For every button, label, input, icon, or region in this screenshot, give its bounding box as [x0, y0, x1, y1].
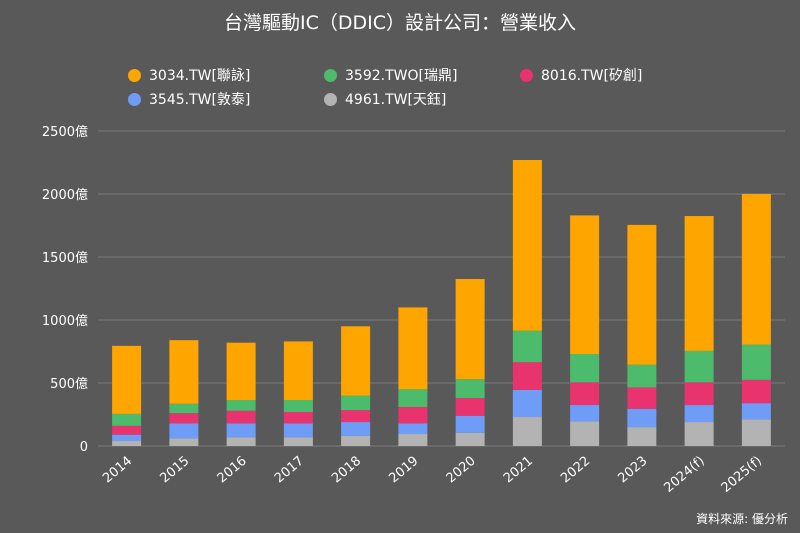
x-tick-label: 2025(f)	[719, 454, 765, 496]
x-tick-label: 2014	[100, 454, 135, 487]
bar-segment[interactable]	[570, 354, 600, 383]
bar-segment[interactable]	[570, 405, 600, 422]
bar-segment[interactable]	[341, 422, 371, 436]
bar-segment[interactable]	[169, 423, 199, 439]
legend-label: 3034.TW[聯詠]	[149, 68, 251, 84]
bar-segment[interactable]	[169, 413, 199, 424]
bar-segment[interactable]	[684, 350, 714, 383]
bar-segment[interactable]	[169, 340, 199, 404]
bar-segment[interactable]	[169, 403, 199, 414]
bar-segment[interactable]	[512, 330, 542, 363]
bar-segment[interactable]	[226, 437, 256, 446]
bar-segment[interactable]	[684, 216, 714, 351]
y-tick-label: 0	[80, 440, 88, 455]
chart-title: 台灣驅動IC（DDIC）設計公司：營業收入	[223, 12, 576, 34]
legend-label: 4961.TW[天鈺]	[345, 92, 447, 108]
legend-swatch	[520, 68, 533, 82]
legend-swatch	[128, 68, 141, 82]
bar-segment[interactable]	[570, 382, 600, 406]
bar-segment[interactable]	[398, 406, 428, 424]
bar-segment[interactable]	[512, 389, 542, 418]
bar-segment[interactable]	[283, 423, 313, 438]
bar-segment[interactable]	[512, 417, 542, 446]
bar-segment[interactable]	[226, 400, 256, 411]
bar-segment[interactable]	[341, 410, 371, 423]
bar-segment[interactable]	[398, 434, 428, 446]
bar-segment[interactable]	[226, 423, 256, 438]
x-tick-label: 2022	[558, 454, 593, 487]
bar-segment[interactable]	[455, 415, 485, 433]
bar-segment[interactable]	[627, 224, 657, 365]
bar-segment[interactable]	[684, 405, 714, 423]
bar-segment[interactable]	[455, 432, 485, 446]
bar-segment[interactable]	[112, 425, 142, 435]
x-tick-label: 2015	[157, 454, 192, 487]
x-tick-label: 2024(f)	[661, 454, 707, 496]
bar-segment[interactable]	[512, 362, 542, 390]
bar-segment[interactable]	[512, 159, 542, 331]
y-tick-label: 2500億	[42, 124, 88, 140]
y-tick-label: 1000億	[42, 313, 88, 329]
bar-segment[interactable]	[627, 427, 657, 446]
bar-segment[interactable]	[627, 387, 657, 409]
legend: 3034.TW[聯詠] 3592.TWO[瑞鼎] 8016.TW[矽創] 354…	[128, 66, 688, 108]
x-tick-label: 2018	[329, 454, 364, 487]
bar-segment[interactable]	[741, 419, 771, 446]
legend-swatch	[128, 92, 141, 106]
bar-segment[interactable]	[741, 379, 771, 404]
bar-segment[interactable]	[283, 411, 313, 424]
legend-item[interactable]: 4961.TW[天鈺]	[324, 90, 520, 108]
bar-segment[interactable]	[341, 326, 371, 396]
bar-segment[interactable]	[455, 279, 485, 380]
legend-item[interactable]: 8016.TW[矽創]	[520, 66, 688, 84]
bar-segment[interactable]	[169, 438, 199, 446]
bar-segment[interactable]	[627, 364, 657, 388]
bar-segment[interactable]	[226, 410, 256, 424]
y-tick-label: 2000億	[42, 187, 88, 203]
bar-segment[interactable]	[112, 440, 142, 446]
y-tick-label: 1500億	[42, 250, 88, 266]
x-tick-label: 2017	[272, 454, 307, 487]
source-note: 資料來源: 優分析	[696, 512, 788, 526]
bar-segment[interactable]	[741, 194, 771, 345]
bar-segment[interactable]	[283, 400, 313, 412]
legend-item[interactable]: 3034.TW[聯詠]	[128, 66, 324, 84]
bar-segment[interactable]	[341, 395, 371, 411]
legend-item[interactable]: 3545.TW[敦泰]	[128, 90, 324, 108]
bar-segment[interactable]	[112, 345, 142, 414]
bar-segment[interactable]	[627, 408, 657, 428]
legend-label: 3545.TW[敦泰]	[149, 92, 251, 108]
bar-segment[interactable]	[341, 435, 371, 446]
bar-segment[interactable]	[741, 344, 771, 380]
bar-segment[interactable]	[283, 341, 313, 401]
x-tick-label: 2021	[501, 454, 536, 487]
x-tick-label: 2023	[615, 454, 650, 487]
bar-segment[interactable]	[398, 389, 428, 407]
legend-label: 3592.TWO[瑞鼎]	[345, 68, 458, 84]
bar-segment[interactable]	[112, 434, 142, 441]
x-tick-label: 2016	[215, 454, 250, 487]
bar-segment[interactable]	[226, 342, 256, 401]
legend-label: 8016.TW[矽創]	[541, 68, 643, 84]
bar-segment[interactable]	[455, 398, 485, 416]
x-tick-label: 2020	[444, 454, 479, 487]
bar-segment[interactable]	[570, 421, 600, 446]
bar-segment[interactable]	[398, 423, 428, 435]
legend-swatch	[324, 92, 337, 106]
bar-segment[interactable]	[112, 413, 142, 426]
legend-item[interactable]: 3592.TWO[瑞鼎]	[324, 66, 520, 84]
bar-segment[interactable]	[398, 307, 428, 390]
y-tick-label: 500億	[50, 376, 88, 392]
bar-segment[interactable]	[684, 422, 714, 446]
bar-segment[interactable]	[684, 382, 714, 406]
x-tick-label: 2019	[386, 454, 421, 487]
bar-segment[interactable]	[570, 215, 600, 355]
bar-segment[interactable]	[741, 403, 771, 420]
legend-swatch	[324, 68, 337, 82]
bar-segment[interactable]	[283, 437, 313, 446]
bar-segment[interactable]	[455, 379, 485, 399]
